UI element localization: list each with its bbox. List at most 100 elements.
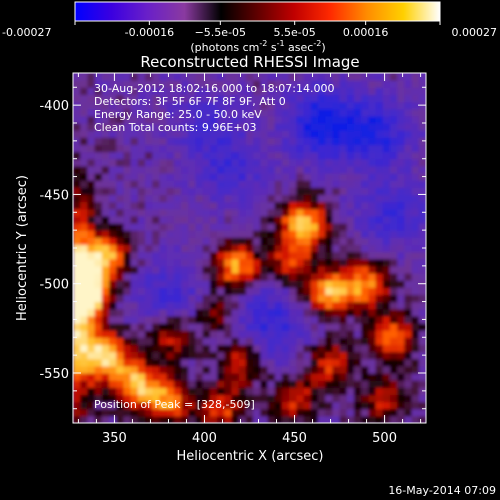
heatmap-cell (325, 351, 333, 360)
heatmap-cell (397, 330, 405, 338)
heatmap-cell (353, 87, 362, 96)
heatmap-cell (145, 165, 153, 174)
heatmap-cell (253, 187, 261, 196)
heatmap-cell (101, 130, 110, 138)
heatmap-cell (361, 201, 369, 210)
heatmap-cell (137, 387, 146, 396)
heatmap-cell (101, 94, 110, 103)
heatmap-cell (289, 365, 297, 374)
heatmap-cell (94, 337, 103, 346)
heatmap-cell (152, 223, 161, 231)
colorbar-units: (photons cm-2 s-1 asec-2) (190, 39, 325, 54)
heatmap-cell (253, 394, 261, 403)
heatmap-cell (116, 144, 125, 153)
heatmap-cell (310, 180, 319, 188)
heatmap-cell (382, 137, 391, 146)
heatmap-cell (397, 294, 405, 303)
heatmap-cell (202, 123, 211, 131)
heatmap-cell (123, 315, 132, 324)
heatmap-cell (346, 223, 355, 231)
heatmap-cell (418, 323, 426, 331)
heatmap-cell (332, 130, 341, 138)
heatmap-cell (289, 344, 297, 353)
heatmap-cell (80, 401, 88, 410)
heatmap-cell (281, 101, 290, 110)
heatmap-cell (397, 94, 405, 103)
heatmap-cell (195, 151, 204, 160)
heatmap-cell (181, 337, 189, 346)
heatmap-cell (253, 344, 261, 353)
heatmap-cell (382, 158, 391, 167)
heatmap-cell (332, 173, 341, 181)
heatmap-cell (310, 273, 319, 281)
heatmap-cell (303, 151, 312, 160)
heatmap-cell (411, 144, 420, 153)
heatmap-cell (231, 308, 240, 317)
heatmap-cell (289, 280, 297, 288)
heatmap-cell (253, 280, 261, 288)
heatmap-cell (267, 151, 276, 160)
heatmap-cell (94, 230, 103, 238)
heatmap-cell (152, 365, 161, 374)
heatmap-cell (389, 280, 398, 288)
heatmap-cell (253, 123, 261, 131)
heatmap-cell (289, 80, 297, 88)
heatmap-cell (209, 123, 218, 131)
heatmap-cell (418, 115, 426, 124)
heatmap-cell (310, 387, 319, 396)
heatmap-cell (188, 408, 197, 417)
heatmap-cell (94, 187, 103, 196)
heatmap-cell (202, 201, 211, 210)
heatmap-cell (310, 237, 319, 246)
heatmap-cell (181, 358, 189, 367)
heatmap-cell (224, 223, 233, 231)
heatmap-cell (411, 365, 420, 374)
heatmap-cell (195, 180, 204, 188)
heatmap-cell (332, 73, 341, 81)
heatmap-cell (303, 394, 312, 403)
heatmap-cell (418, 380, 426, 388)
heatmap-cell (289, 387, 297, 396)
y-tick-label: -400 (39, 99, 69, 114)
heatmap-cell (202, 401, 211, 410)
heatmap-cell (281, 373, 290, 381)
heatmap-cell (224, 158, 233, 167)
heatmap-cell (332, 151, 341, 160)
heatmap-cell (181, 237, 189, 246)
heatmap-cell (389, 144, 398, 153)
heatmap-cell (296, 315, 305, 324)
heatmap-cell (145, 223, 153, 231)
heatmap-cell (397, 237, 405, 246)
heatmap-cell (274, 337, 283, 346)
heatmap-cell (296, 80, 305, 88)
heatmap-cell (361, 330, 369, 338)
heatmap-cell (123, 358, 132, 367)
heatmap-cell (109, 294, 117, 303)
heatmap-cell (368, 137, 377, 146)
heatmap-cell (152, 80, 161, 88)
heatmap-cell (353, 358, 362, 367)
heatmap-cell (289, 287, 297, 296)
heatmap-cell (238, 244, 247, 253)
heatmap-cell (332, 287, 341, 296)
heatmap-cell (289, 237, 297, 246)
heatmap-cell (224, 201, 233, 210)
heatmap-cell (94, 401, 103, 410)
heatmap-cell (73, 165, 81, 174)
heatmap-cell (195, 173, 204, 181)
heatmap-cell (238, 287, 247, 296)
heatmap-cell (317, 365, 326, 374)
heatmap-cell (80, 144, 88, 153)
heatmap-cell (332, 187, 341, 196)
heatmap-cell (260, 94, 269, 103)
heatmap-cell (411, 173, 420, 181)
heatmap-cell (181, 394, 189, 403)
heatmap-cell (137, 308, 146, 317)
heatmap-cell (231, 215, 240, 224)
heatmap-cell (310, 158, 319, 167)
heatmap-cell (116, 344, 125, 353)
heatmap-cell (195, 294, 204, 303)
heatmap-cell (411, 94, 420, 103)
heatmap-cell (80, 223, 88, 231)
heatmap-cell (101, 408, 110, 417)
